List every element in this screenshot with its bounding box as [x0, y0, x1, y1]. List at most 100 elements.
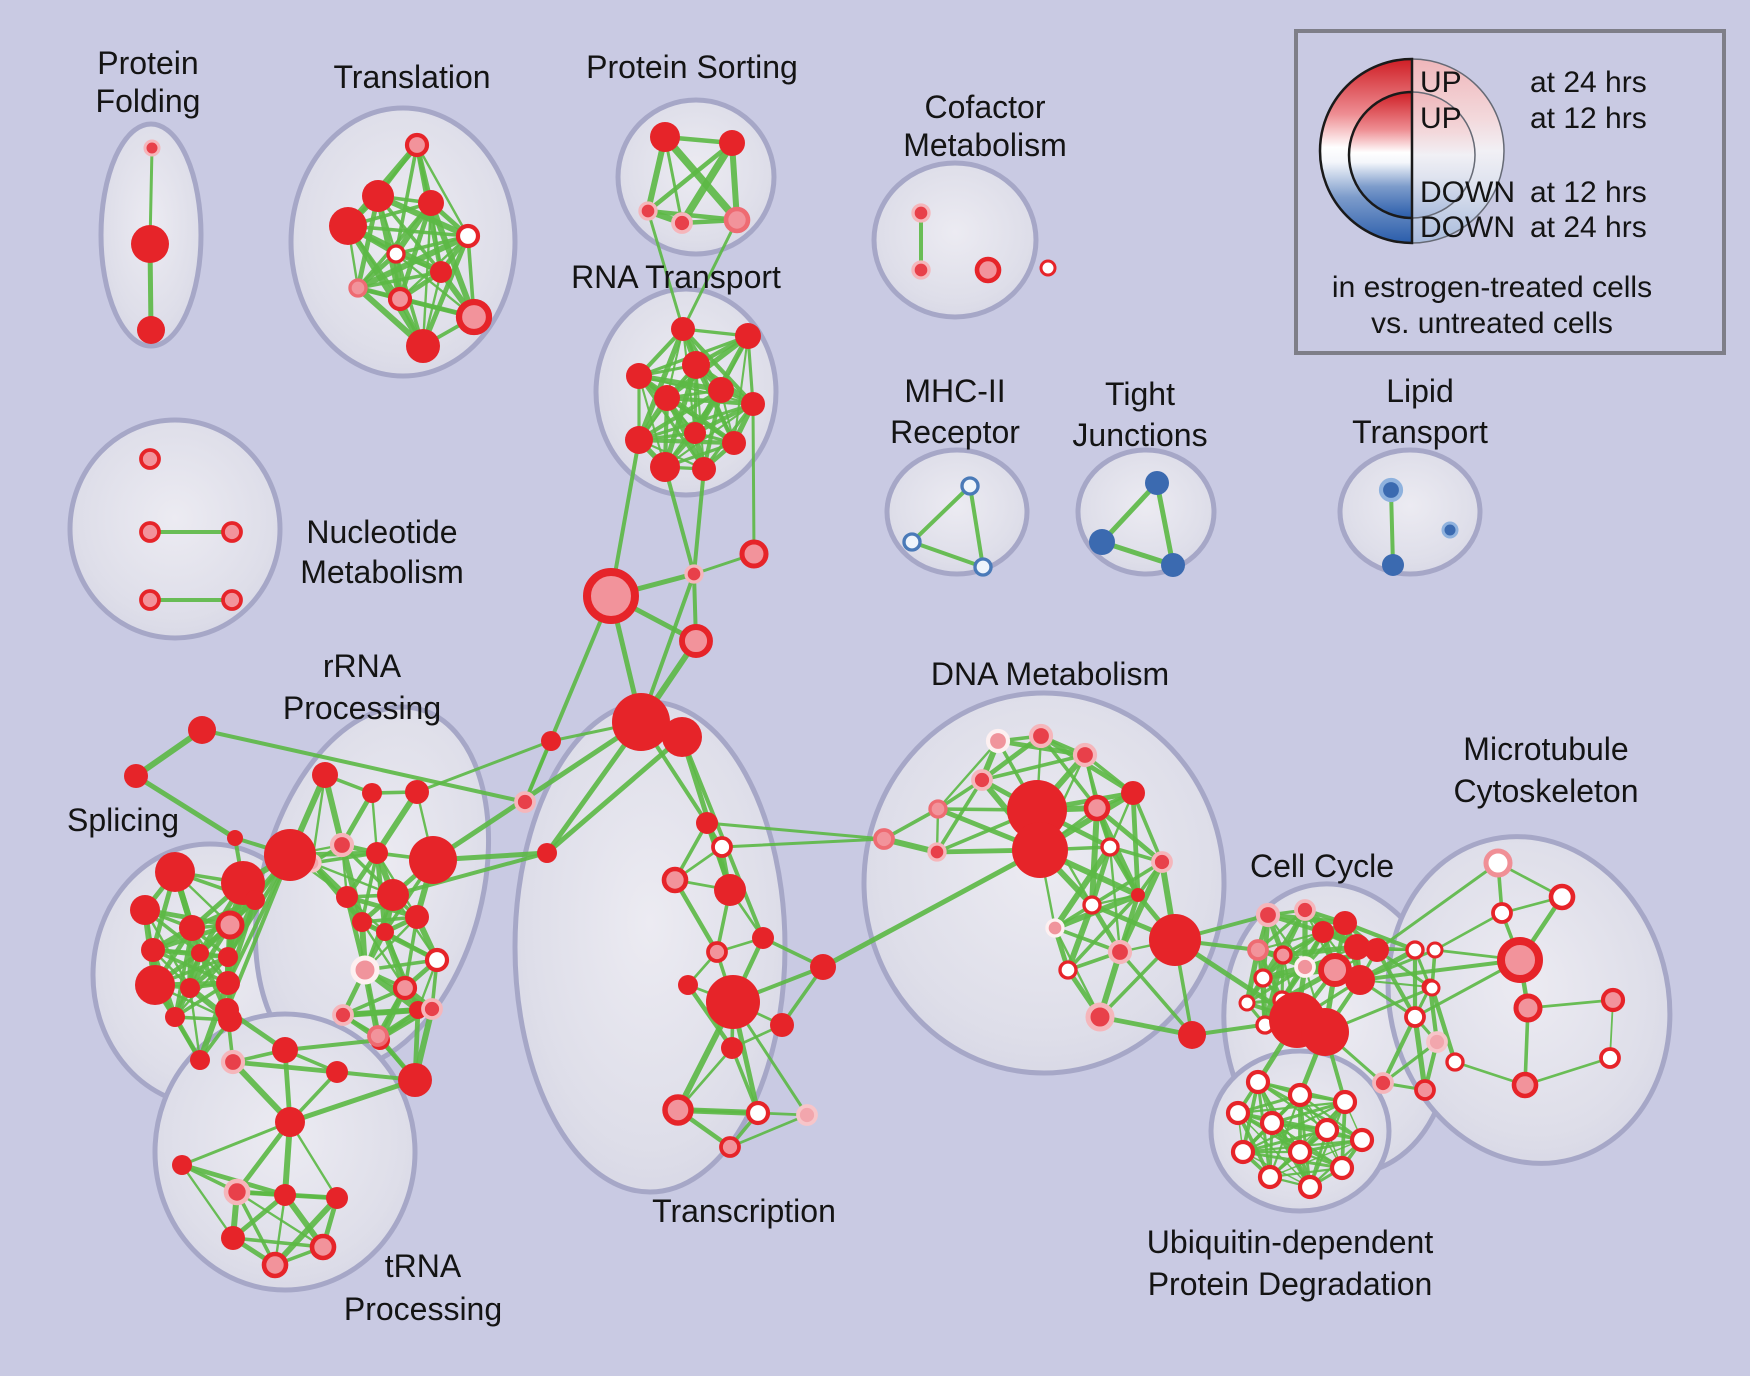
node-rn5[interactable]	[654, 385, 680, 411]
node-mt8[interactable]	[1513, 993, 1543, 1023]
node-u4[interactable]	[1225, 1100, 1251, 1126]
node-t5[interactable]	[455, 223, 481, 249]
node-t3[interactable]	[418, 190, 444, 216]
node-t7[interactable]	[430, 261, 452, 283]
node-pf2[interactable]	[131, 225, 169, 263]
node-mt2[interactable]	[1548, 883, 1576, 911]
node-tr9[interactable]	[770, 1013, 794, 1037]
node-rr12[interactable]	[376, 923, 394, 941]
node-cc9[interactable]	[1294, 956, 1316, 978]
node-cc7[interactable]	[1247, 939, 1269, 961]
node-ps4[interactable]	[723, 206, 751, 234]
node-ps2[interactable]	[719, 130, 745, 156]
node-tr6[interactable]	[706, 941, 728, 963]
node-mt11[interactable]	[1599, 1047, 1621, 1069]
node-tn4[interactable]	[326, 1061, 348, 1083]
node-rn11[interactable]	[650, 452, 680, 482]
node-cc10[interactable]	[1318, 953, 1352, 987]
node-u1[interactable]	[1245, 1069, 1271, 1095]
node-cf4[interactable]	[1039, 259, 1057, 277]
node-pf1[interactable]	[143, 139, 161, 157]
node-tr5[interactable]	[752, 927, 774, 949]
node-s4[interactable]	[179, 915, 205, 941]
node-pf3[interactable]	[137, 316, 165, 344]
node-t4[interactable]	[329, 207, 367, 245]
node-cc5[interactable]	[1344, 934, 1370, 960]
node-tg2[interactable]	[124, 764, 148, 788]
node-s5[interactable]	[215, 910, 245, 940]
node-rr15[interactable]	[392, 975, 418, 1001]
node-tn11[interactable]	[309, 1233, 337, 1261]
node-s8[interactable]	[191, 944, 209, 962]
node-mt6[interactable]	[1423, 979, 1441, 997]
node-rr11[interactable]	[352, 912, 372, 932]
node-rr21[interactable]	[367, 1025, 389, 1047]
node-u3[interactable]	[1332, 1089, 1358, 1115]
node-tj1[interactable]	[1145, 471, 1169, 495]
node-tn7[interactable]	[223, 1178, 251, 1206]
node-s3[interactable]	[130, 895, 160, 925]
node-cc22[interactable]	[1372, 1072, 1394, 1094]
node-t1[interactable]	[404, 132, 430, 158]
node-rn4[interactable]	[682, 351, 710, 379]
node-t2[interactable]	[362, 180, 394, 212]
node-cc21[interactable]	[1426, 1031, 1448, 1053]
node-nm1[interactable]	[139, 448, 161, 470]
node-u11[interactable]	[1257, 1164, 1283, 1190]
node-tr1[interactable]	[696, 812, 718, 834]
node-d21[interactable]	[1082, 895, 1102, 915]
node-d3[interactable]	[1072, 742, 1098, 768]
node-ps3[interactable]	[638, 201, 658, 221]
node-x1[interactable]	[537, 843, 557, 863]
node-u9[interactable]	[1287, 1139, 1313, 1165]
node-rr14[interactable]	[350, 955, 380, 985]
node-t9[interactable]	[387, 286, 413, 312]
node-tr11[interactable]	[662, 1094, 694, 1126]
node-tr12[interactable]	[745, 1100, 771, 1126]
node-tn1[interactable]	[215, 998, 239, 1022]
node-rr4[interactable]	[329, 832, 355, 858]
node-d13[interactable]	[1151, 851, 1173, 873]
node-s10[interactable]	[135, 965, 175, 1005]
node-tn5[interactable]	[275, 1107, 305, 1137]
node-t8[interactable]	[348, 278, 368, 298]
node-tn2[interactable]	[220, 1049, 246, 1075]
node-tr15[interactable]	[810, 954, 836, 980]
node-cc3[interactable]	[1312, 921, 1334, 943]
node-u8[interactable]	[1230, 1139, 1256, 1165]
node-t10[interactable]	[455, 298, 493, 336]
node-cc17[interactable]	[1301, 1008, 1349, 1056]
node-rn3[interactable]	[626, 363, 652, 389]
node-s11[interactable]	[180, 978, 200, 998]
node-nm3[interactable]	[221, 521, 243, 543]
node-t6[interactable]	[386, 244, 406, 264]
node-cc1[interactable]	[1255, 902, 1281, 928]
node-mt3[interactable]	[1491, 902, 1513, 924]
node-rr6[interactable]	[366, 842, 388, 864]
node-d7[interactable]	[1083, 794, 1111, 822]
node-tn3[interactable]	[272, 1037, 298, 1063]
node-rr1[interactable]	[312, 762, 338, 788]
node-tr7[interactable]	[678, 975, 698, 995]
node-tj3[interactable]	[1161, 553, 1185, 577]
node-u6[interactable]	[1314, 1117, 1340, 1143]
node-tr2[interactable]	[711, 836, 733, 858]
node-x2[interactable]	[514, 791, 536, 813]
node-cc14[interactable]	[1238, 994, 1256, 1012]
node-u5[interactable]	[1259, 1110, 1285, 1136]
node-d24[interactable]	[1058, 960, 1078, 980]
node-cc20[interactable]	[1404, 1006, 1426, 1028]
node-tr4[interactable]	[714, 874, 746, 906]
node-cf2[interactable]	[911, 260, 931, 280]
node-c5[interactable]	[541, 731, 561, 751]
node-d6[interactable]	[873, 828, 895, 850]
node-d28[interactable]	[1178, 1021, 1206, 1049]
node-u10[interactable]	[1329, 1155, 1355, 1181]
node-tn10[interactable]	[221, 1226, 245, 1250]
node-d5[interactable]	[928, 799, 948, 819]
node-tg1[interactable]	[188, 716, 216, 744]
node-rr8[interactable]	[336, 886, 358, 908]
node-nm5[interactable]	[221, 589, 243, 611]
node-tr14[interactable]	[719, 1136, 741, 1158]
node-s13[interactable]	[165, 1007, 185, 1027]
